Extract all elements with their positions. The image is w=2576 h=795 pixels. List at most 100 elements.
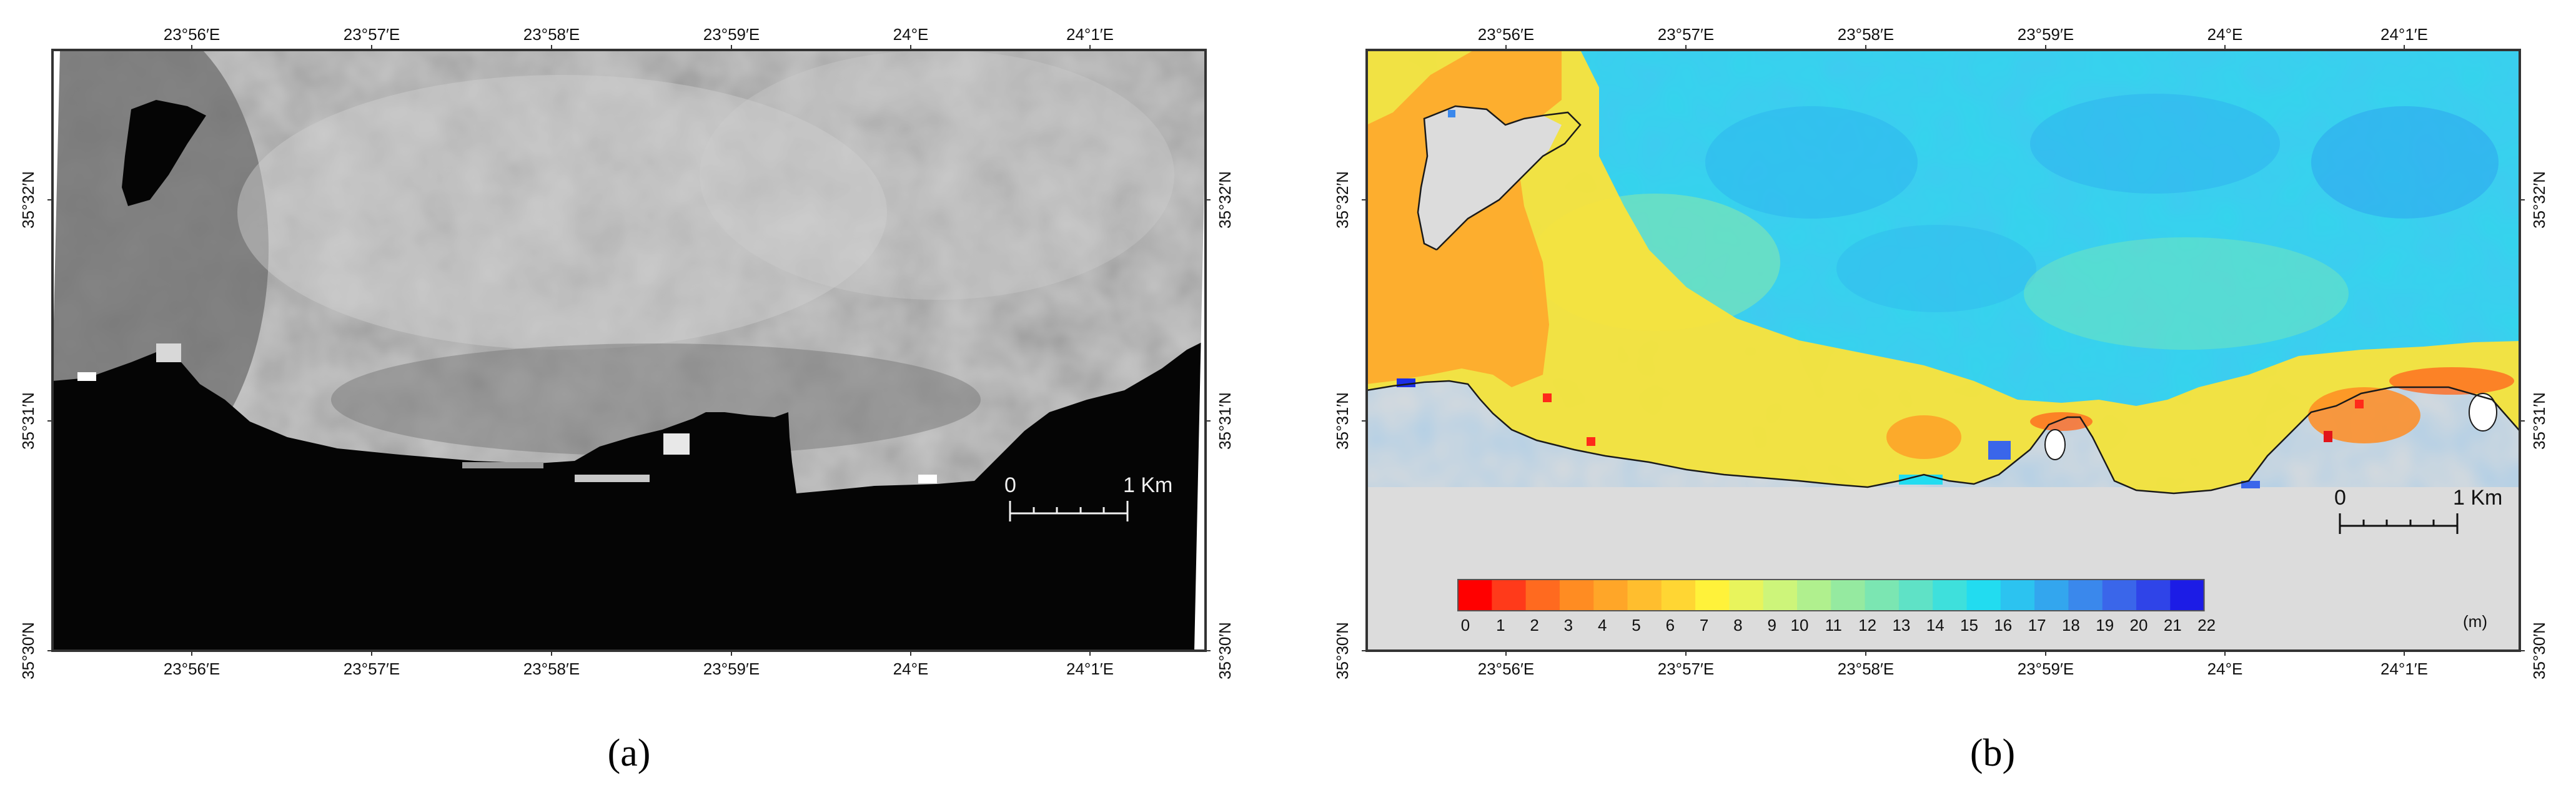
panel-b-scale-end: 1 Km	[2453, 486, 2502, 510]
panel-b-lon-label-bottom: 23°56′E	[1478, 659, 1534, 678]
panel-a-lon-label-bottom: 23°58′E	[523, 659, 580, 678]
panel-a-lon-label-top: 23°57′E	[344, 25, 400, 44]
legend-tick-label: 16	[1994, 616, 2012, 635]
legend-tick-label: 10	[1791, 616, 1809, 635]
panel-b-deep-patch	[1836, 225, 2036, 312]
legend-swatch	[2034, 580, 2069, 611]
panel-a-caption: (a)	[608, 732, 651, 774]
panel-a-frame	[51, 49, 1207, 652]
panel-b-lat-label-right: 35°32′N	[2530, 171, 2549, 229]
legend-tick-label: 20	[2130, 616, 2148, 635]
panel-b: 23°56′E 23°56′E 23°57′E 23°57′E 23°58′E 23°58…	[1333, 25, 2549, 774]
panel-b-blue-pixel	[1988, 441, 2011, 460]
depth-legend: 0 1 2 3 4 5 6 7 8 9 10 11 12 13 14 15 16 17 18 19 20 21 22	[1457, 579, 2216, 635]
panel-b-lon-label-top: 23°58′E	[1838, 25, 1894, 44]
legend-tick-label: 4	[1598, 616, 1607, 635]
panel-a-lon-label-top: 23°59′E	[703, 25, 760, 44]
legend-tick-label: 15	[1960, 616, 1978, 635]
legend-tick-label: 5	[1632, 616, 1640, 635]
legend-swatch	[1966, 580, 2001, 611]
panel-b-orange-patch	[1886, 415, 1961, 459]
panel-b-lat-label-right: 35°30′N	[2530, 622, 2549, 679]
panel-b-map	[1367, 50, 2520, 651]
panel-b-frame	[1365, 49, 2521, 652]
legend-tick-label: 19	[2096, 616, 2114, 635]
panel-a-ticks: 23°56′E 23°56′E 23°57′E 23°57′E 23°58′E 23°58…	[19, 25, 1234, 679]
legend-tick-label: 2	[1530, 616, 1538, 635]
panel-a-edge-left	[52, 50, 60, 375]
legend-swatch	[1458, 580, 1492, 611]
legend-swatch	[2000, 580, 2035, 611]
panel-a-lon-label-top: 23°58′E	[523, 25, 580, 44]
panel-b-peninsula-outline	[1417, 105, 1582, 251]
panel-b-deep-patch	[2311, 106, 2499, 219]
panel-b-lat-label-left: 35°31′N	[1333, 392, 1352, 450]
panel-b-lon-label-bottom: 23°58′E	[1838, 659, 1894, 678]
panel-a-bright-pixel	[575, 475, 650, 482]
panel-b-peninsula-land	[1418, 106, 1562, 250]
legend-swatch	[1492, 580, 1527, 611]
panel-b-deep-patch	[1705, 106, 1918, 219]
panel-a-lat-label-left: 35°32′N	[19, 171, 37, 229]
panel-b-shallow-belt	[1367, 50, 2520, 493]
panel-b-blue-pixel	[2241, 481, 2260, 488]
panel-a-lon-label-bottom: 24°1′E	[1066, 659, 1114, 678]
panel-b-orange-patch	[2389, 367, 2514, 395]
panel-a-scale-bar: 0 1 Km	[1004, 473, 1172, 521]
legend-swatch	[1593, 580, 1628, 611]
panel-b-lon-label-top: 24°1′E	[2380, 25, 2428, 44]
panel-a-edge-right	[1194, 125, 1206, 651]
panel-a-lon-label-top: 24°1′E	[1066, 25, 1114, 44]
panel-a-bright-pixel	[918, 475, 937, 483]
legend-swatch	[1525, 580, 1560, 611]
panel-b-lon-label-bottom: 24°1′E	[2380, 659, 2428, 678]
panel-a-lat-label-right: 35°30′N	[1216, 622, 1234, 679]
panel-b-scale-bar: 0 1 Km	[2334, 486, 2502, 534]
panel-b-islet	[2469, 393, 2497, 432]
panel-a-land	[52, 340, 1206, 651]
legend-tick-label: 21	[2164, 616, 2182, 635]
legend-swatch	[1661, 580, 1696, 611]
legend-swatch	[1933, 580, 1967, 611]
panel-a: 23°56′E 23°56′E 23°57′E 23°57′E 23°58′E 23°58…	[19, 25, 1234, 774]
legend-swatch	[1627, 580, 1662, 611]
panel-a-lat-label-right: 35°31′N	[1216, 392, 1234, 450]
panel-b-shallow-patch	[2024, 237, 2349, 350]
legend-swatch	[2136, 580, 2171, 611]
legend-swatch	[1831, 580, 1866, 611]
panel-a-scale-start: 0	[1004, 473, 1016, 497]
panel-a-sea-light-right	[700, 50, 1174, 300]
panel-b-blue-pixel	[1448, 110, 1455, 117]
panel-a-lon-label-bottom: 23°56′E	[164, 659, 220, 678]
panel-a-bright-pixel	[462, 462, 543, 468]
panel-b-lon-label-bottom: 23°59′E	[2018, 659, 2074, 678]
panel-b-lat-label-left: 35°32′N	[1333, 171, 1352, 229]
panel-a-sea-light-center	[237, 75, 887, 350]
panel-b-lon-label-top: 23°59′E	[2018, 25, 2074, 44]
legend-frame	[1457, 579, 2205, 611]
panel-b-red-pixel	[2355, 400, 2364, 408]
panel-a-map	[52, 50, 1206, 651]
panel-a-lon-label-top: 24°E	[893, 25, 929, 44]
panel-b-lon-label-top: 23°57′E	[1658, 25, 1714, 44]
legend-swatch	[1865, 580, 1900, 611]
panel-b-lat-label-left: 35°30′N	[1333, 622, 1352, 679]
panel-a-lon-label-top: 23°56′E	[164, 25, 220, 44]
legend-unit: (m)	[2463, 612, 2487, 631]
legend-tick-label: 9	[1767, 616, 1776, 635]
panel-a-bright-pixel	[156, 343, 181, 362]
panel-b-red-pixel	[1587, 437, 1595, 446]
legend-tick-label: 22	[2197, 616, 2216, 635]
panel-b-lon-label-bottom: 23°57′E	[1658, 659, 1714, 678]
panel-b-scale-start: 0	[2334, 486, 2346, 510]
panel-a-lon-label-bottom: 24°E	[893, 659, 929, 678]
legend-tick-label: 12	[1858, 616, 1876, 635]
legend-swatch	[1898, 580, 1933, 611]
legend-swatch	[2170, 580, 2205, 611]
legend-swatch	[2068, 580, 2103, 611]
legend-swatch	[2102, 580, 2137, 611]
legend-tick-label: 17	[2028, 616, 2046, 635]
panel-a-lat-label-left: 35°31′N	[19, 392, 37, 450]
panel-b-lon-label-bottom: 24°E	[2207, 659, 2243, 678]
